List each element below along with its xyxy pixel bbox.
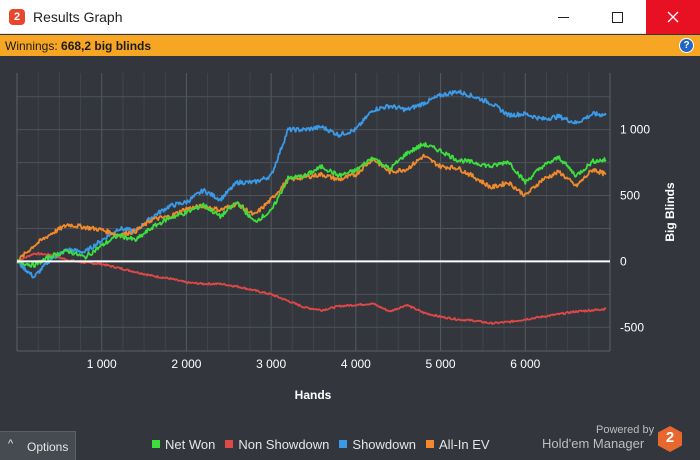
legend-label-net-won: Net Won [165,436,216,452]
options-button[interactable]: ^ Options [0,431,76,460]
maximize-icon [611,11,623,23]
chevron-up-icon: ^ [8,438,14,450]
series-line-net-won [16,142,607,268]
maximize-button[interactable] [594,0,640,34]
winnings-bar: Winnings: 668,2 big blinds ? [0,35,700,56]
x-tick-label: 5 000 [426,357,456,371]
legend-swatch-non-showdown [225,440,234,448]
help-icon[interactable]: ? [679,38,694,53]
close-button[interactable] [646,0,700,34]
series-line-non-showdown [16,252,607,326]
legend-item-showdown[interactable]: Showdown [339,437,416,452]
legend-item-non-showdown[interactable]: Non Showdown [225,437,329,452]
legend-item-net-won[interactable]: Net Won [152,437,215,452]
results-chart: 1 000 2 000 3 000 4 000 5 000 6 000 -500 0 500 1 … [0,56,700,460]
window-title: Results Graph [33,9,123,25]
close-icon [667,11,679,23]
x-tick-label: 3 000 [256,357,286,371]
y-tick-label: 0 [620,254,627,268]
hm2-logo-text: 2 [665,429,675,446]
legend-swatch-showdown [339,440,348,448]
legend-label-showdown: Showdown [352,436,417,452]
chart-legend: Net Won Non Showdown Showdown All-In EV [152,436,490,452]
title-bar[interactable]: 2 Results Graph [0,0,700,34]
legend-label-non-showdown: Non Showdown [238,436,330,452]
tick-labels: 1 000 2 000 3 000 4 000 5 000 6 000 -500 0 500 1 … [87,123,651,371]
legend-label-all-in-ev: All-In EV [439,436,490,452]
minimize-icon [557,16,569,18]
powered-by-label: Powered by [596,424,655,436]
options-label: Options [27,440,69,454]
winnings-value: 668,2 big blinds [61,39,152,53]
x-tick-label: 4 000 [341,357,371,371]
legend-swatch-net-won [152,440,160,448]
holdem-manager-brand: Hold'em Manager [542,436,645,451]
results-chart-svg: 1 000 2 000 3 000 4 000 5 000 6 000 -500 0 500 1 … [16,73,677,402]
winnings-summary: Winnings: 668,2 big blinds [5,39,151,53]
winnings-label: Winnings: [5,39,58,53]
y-tick-label: -500 [620,320,644,334]
legend-item-all-in-ev[interactable]: All-In EV [426,437,490,452]
y-axis-title: Big Blinds [663,182,677,242]
grid-lines [16,73,611,352]
series-lines [16,89,610,326]
hm2-logo-icon: 2 [657,425,683,453]
x-tick-label: 6 000 [510,357,540,371]
x-tick-label: 1 000 [87,357,117,371]
x-axis-title: Hands [295,388,332,402]
y-tick-label: 1 000 [620,123,650,137]
hm2-app-icon: 2 [9,9,25,25]
x-tick-label: 2 000 [171,357,201,371]
y-tick-label: 500 [620,189,640,203]
series-line-all-in-ev [16,153,607,264]
minimize-button[interactable] [540,0,586,34]
series-line-showdown [16,89,607,279]
legend-swatch-all-in-ev [426,440,435,448]
